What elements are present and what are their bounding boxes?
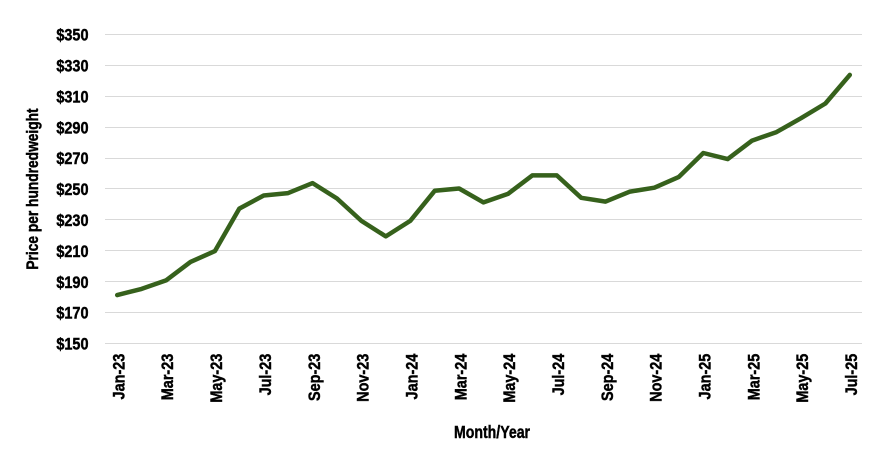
svg-text:May-25: May-25: [794, 353, 812, 402]
svg-text:May-24: May-24: [501, 353, 519, 402]
svg-text:$270: $270: [56, 150, 88, 168]
svg-text:Sep-24: Sep-24: [599, 353, 617, 401]
svg-text:Jul-25: Jul-25: [843, 353, 861, 395]
svg-text:Nov-24: Nov-24: [648, 353, 666, 401]
svg-text:Jul-24: Jul-24: [550, 353, 568, 395]
svg-text:Mar-24: Mar-24: [452, 353, 470, 400]
svg-text:$190: $190: [56, 274, 88, 292]
svg-text:Price per hundredweight: Price per hundredweight: [24, 108, 43, 269]
svg-text:$170: $170: [56, 305, 88, 323]
svg-text:Mar-25: Mar-25: [745, 353, 763, 400]
svg-text:Month/Year: Month/Year: [454, 422, 531, 442]
svg-text:Jan-23: Jan-23: [110, 353, 128, 399]
svg-text:Jul-23: Jul-23: [257, 353, 275, 395]
svg-text:Nov-23: Nov-23: [355, 353, 373, 401]
svg-text:Jan-24: Jan-24: [403, 353, 421, 399]
svg-text:Mar-23: Mar-23: [159, 353, 177, 400]
svg-text:$330: $330: [56, 57, 88, 75]
svg-text:$230: $230: [56, 212, 88, 230]
svg-text:$250: $250: [56, 181, 88, 199]
svg-text:$290: $290: [56, 119, 88, 137]
svg-text:Sep-23: Sep-23: [306, 353, 324, 401]
svg-text:May-23: May-23: [208, 353, 226, 402]
svg-text:Jan-25: Jan-25: [696, 353, 714, 399]
svg-text:$350: $350: [56, 27, 88, 45]
svg-text:$210: $210: [56, 243, 88, 261]
svg-text:$310: $310: [56, 88, 88, 106]
svg-text:$150: $150: [56, 336, 88, 354]
